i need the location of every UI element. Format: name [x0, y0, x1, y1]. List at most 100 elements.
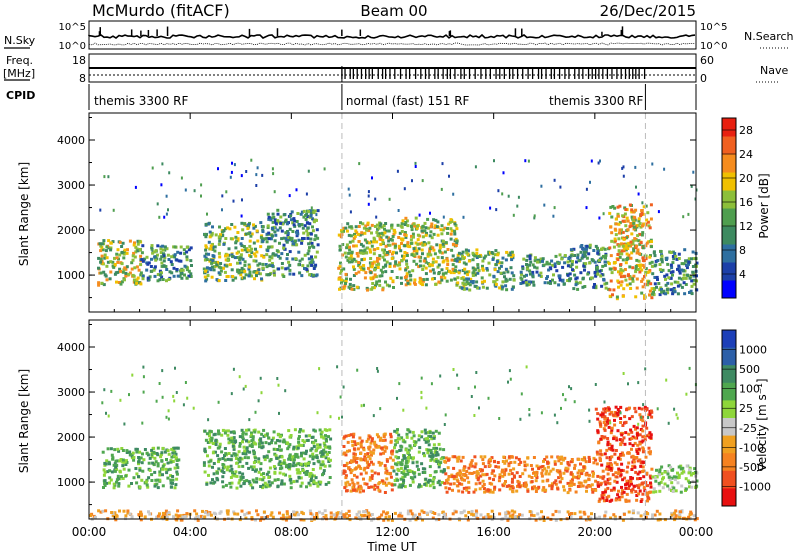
echo-cell — [611, 205, 615, 208]
echo-cell — [115, 480, 118, 484]
echo-cell — [517, 457, 521, 461]
echo-cell — [261, 266, 265, 270]
echo-cell — [350, 478, 354, 482]
echo-cell — [602, 493, 606, 497]
echo-cell — [132, 476, 136, 480]
echo-cell — [375, 282, 379, 286]
echo-cell — [308, 434, 312, 438]
echo-cell — [618, 204, 622, 208]
echo-cell — [224, 237, 228, 240]
echo-cell — [618, 231, 621, 235]
echo-cell — [309, 479, 313, 482]
echo-cell — [308, 209, 312, 213]
echo-cell — [393, 446, 396, 450]
echo-cell — [335, 511, 339, 515]
echo-cell — [438, 447, 442, 451]
echo-cell — [404, 473, 408, 476]
echo-cell — [635, 494, 639, 497]
noise-tick-lo-left: 10^0 — [59, 41, 86, 52]
echo-cell — [634, 410, 638, 414]
echo-cell — [347, 466, 351, 470]
echo-cell — [217, 467, 221, 471]
echo-cell — [409, 241, 413, 245]
echo-cell — [428, 465, 432, 469]
echo-cell — [475, 474, 479, 478]
echo-cell — [587, 515, 591, 519]
echo-cell — [238, 460, 242, 464]
echo-cell — [107, 239, 111, 243]
nave-tick-hi: 60 — [700, 54, 714, 67]
echo-cell — [256, 263, 260, 267]
echo-cell — [457, 271, 461, 275]
echo-cell — [546, 460, 549, 464]
echo-cell — [141, 452, 144, 456]
echo-cell — [503, 471, 507, 475]
echo-cell — [568, 279, 571, 283]
echo-cell — [558, 253, 562, 257]
echo-cell — [242, 276, 246, 280]
echo-cell — [530, 513, 533, 517]
sparse-echo — [525, 365, 528, 369]
echo-cell — [346, 222, 350, 226]
echo-cell — [608, 211, 612, 215]
echo-cell — [610, 215, 614, 219]
echo-cell — [632, 247, 636, 251]
echo-cell — [433, 459, 437, 463]
echo-cell — [642, 265, 646, 269]
echo-cell — [357, 261, 361, 264]
echo-cell — [299, 462, 303, 466]
echo-cell — [634, 267, 638, 271]
echo-cell — [426, 217, 430, 221]
sparse-echo — [597, 161, 600, 165]
echo-cell — [470, 512, 474, 516]
echo-cell — [267, 436, 271, 440]
echo-cell — [408, 456, 412, 460]
echo-cell — [116, 459, 120, 463]
echo-cell — [404, 461, 408, 465]
echo-cell — [222, 463, 226, 467]
echo-cell — [305, 449, 308, 453]
echo-cell — [605, 448, 609, 452]
echo-cell — [612, 435, 616, 439]
echo-cell — [254, 247, 257, 251]
echo-cell — [169, 474, 173, 478]
echo-cell — [265, 483, 269, 487]
echo-cell — [688, 513, 692, 517]
echo-cell — [358, 465, 362, 469]
echo-cell — [596, 412, 600, 416]
echo-cell — [349, 234, 353, 238]
echo-cell — [345, 243, 349, 247]
echo-cell — [482, 256, 486, 260]
echo-cell — [607, 494, 611, 498]
echo-cell — [644, 270, 648, 274]
echo-cell — [688, 291, 691, 294]
echo-cell — [288, 250, 292, 254]
echo-cell — [546, 275, 549, 279]
echo-cell — [399, 276, 403, 280]
echo-cell — [372, 286, 376, 290]
echo-cell — [592, 249, 596, 252]
echo-cell — [263, 237, 267, 241]
echo-cell — [572, 482, 576, 486]
echo-cell — [641, 256, 645, 260]
echo-cell — [321, 463, 325, 467]
echo-cell — [569, 248, 573, 252]
echo-cell — [402, 469, 406, 473]
echo-cell — [138, 450, 142, 454]
echo-cell — [669, 465, 673, 469]
echo-cell — [226, 457, 230, 461]
nsky-trace — [88, 33, 696, 39]
echo-cell — [436, 459, 440, 463]
echo-cell — [312, 245, 316, 249]
echo-cell — [303, 470, 306, 474]
echo-cell — [357, 225, 361, 228]
echo-cell — [464, 514, 468, 518]
sparse-echo — [682, 215, 685, 219]
echo-cell — [525, 263, 529, 266]
echo-cell — [604, 256, 607, 260]
echo-cell — [431, 516, 435, 520]
echo-cell — [120, 447, 124, 450]
echo-cell — [230, 268, 234, 272]
echo-cell — [408, 453, 411, 457]
echo-cell — [566, 279, 570, 282]
